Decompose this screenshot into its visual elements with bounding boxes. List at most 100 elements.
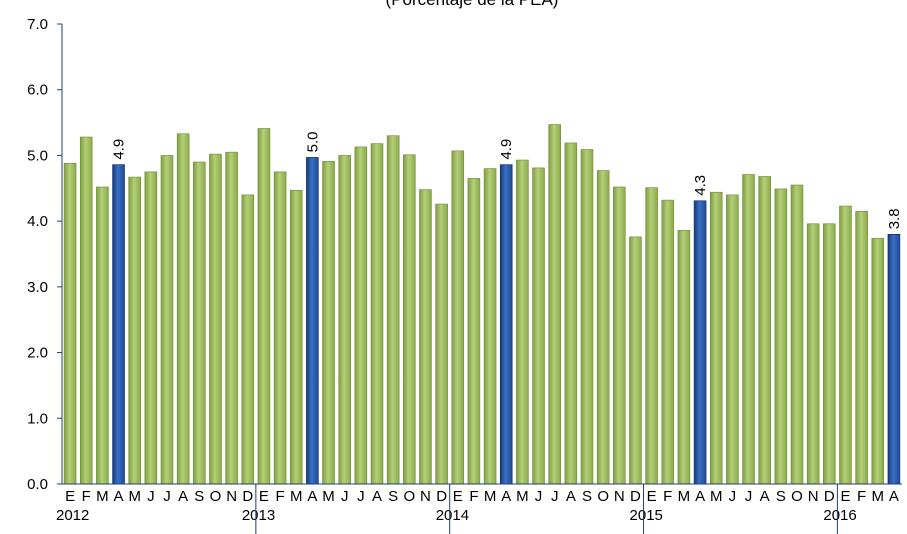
bar [354, 146, 368, 485]
x-month-label: M [678, 488, 691, 505]
x-month-label: S [776, 488, 786, 505]
bar-highlight [499, 164, 513, 485]
bar [580, 149, 594, 485]
x-month-label: N [808, 488, 819, 505]
bar [709, 191, 723, 485]
data-label: 4.3 [692, 175, 709, 196]
x-month-label: E [647, 488, 657, 505]
y-tick-label: 5.0 [27, 147, 48, 164]
bar-highlight [306, 157, 319, 485]
x-month-label: J [745, 488, 753, 505]
x-month-label: M [710, 488, 723, 505]
bar [386, 135, 400, 485]
x-month-label: F [275, 488, 284, 505]
x-year-label: 2013 [242, 507, 275, 524]
x-month-label: A [372, 488, 382, 505]
x-month-label: N [614, 488, 625, 505]
y-tick-label: 0.0 [27, 476, 48, 493]
x-month-label: E [453, 488, 463, 505]
x-month-label: J [551, 488, 559, 505]
bar [726, 194, 739, 485]
bar [806, 223, 820, 485]
bar [193, 161, 206, 485]
x-month-label: M [516, 488, 529, 505]
x-month-label: M [872, 488, 885, 505]
x-month-label: J [729, 488, 737, 505]
x-month-label: J [357, 488, 365, 505]
x-month-label: M [484, 488, 497, 505]
x-month-label: S [194, 488, 204, 505]
x-month-label: M [128, 488, 141, 505]
x-year-label: 2012 [56, 507, 89, 524]
x-month-label: N [420, 488, 431, 505]
bar [564, 142, 578, 485]
x-month-label: E [259, 488, 269, 505]
x-month-label: A [114, 488, 124, 505]
x-month-label: O [791, 488, 803, 505]
bar [467, 178, 481, 485]
bars [63, 124, 901, 485]
x-month-label: M [322, 488, 335, 505]
bar [532, 167, 545, 485]
bar [176, 133, 190, 485]
x-month-label: E [65, 488, 75, 505]
bar [774, 188, 788, 485]
bar [451, 150, 465, 485]
bar [677, 230, 691, 485]
bar [225, 151, 238, 485]
y-tick-label: 7.0 [27, 16, 48, 33]
bar-highlight [887, 233, 901, 485]
bar [548, 124, 561, 485]
y-axis: 0.0 1.0 2.0 3.0 4.0 5.0 6.0 7.0 [27, 16, 63, 493]
x-month-label: N [226, 488, 237, 505]
bar [839, 205, 852, 485]
x-month-label: S [582, 488, 592, 505]
x-month-label: O [210, 488, 222, 505]
bar-highlight [112, 164, 125, 485]
data-labels: 4.9 5.0 4.9 4.3 3.8 [111, 132, 903, 230]
bar [516, 159, 529, 485]
y-tick-label: 3.0 [27, 279, 48, 296]
x-month-label: F [663, 488, 672, 505]
data-label: 5.0 [304, 132, 321, 153]
bar [128, 176, 141, 485]
bar [419, 189, 432, 485]
bar [63, 163, 77, 485]
data-label: 4.9 [111, 139, 128, 160]
y-tick-label: 1.0 [27, 410, 48, 427]
bar [403, 154, 416, 485]
bar [742, 174, 755, 485]
bar [338, 155, 351, 485]
x-month-label: M [290, 488, 303, 505]
x-month-label: D [436, 488, 447, 505]
bar [289, 189, 303, 485]
x-month-label: E [840, 488, 850, 505]
bar [322, 161, 335, 485]
x-month-label: A [178, 488, 188, 505]
x-month-label: J [163, 488, 171, 505]
x-year-label: 2016 [823, 507, 856, 524]
bar [790, 184, 804, 485]
x-month-label: A [695, 488, 705, 505]
bar [370, 143, 384, 485]
x-month-label: O [403, 488, 415, 505]
bar [645, 187, 658, 485]
bar [823, 223, 836, 485]
x-year-label: 2014 [436, 507, 469, 524]
bar [855, 210, 868, 485]
x-month-label: O [597, 488, 609, 505]
bar [257, 128, 271, 485]
x-month-label: A [760, 488, 770, 505]
bar [209, 153, 222, 485]
x-month-label: S [388, 488, 398, 505]
y-tick-label: 2.0 [27, 345, 48, 362]
chart-subtitle: (Porcentaje de la PEA) [386, 0, 559, 9]
bar [871, 237, 885, 485]
bar [483, 168, 497, 485]
x-month-label: F [857, 488, 866, 505]
bar [96, 186, 109, 485]
x-month-label: D [630, 488, 641, 505]
x-month-label: D [824, 488, 835, 505]
